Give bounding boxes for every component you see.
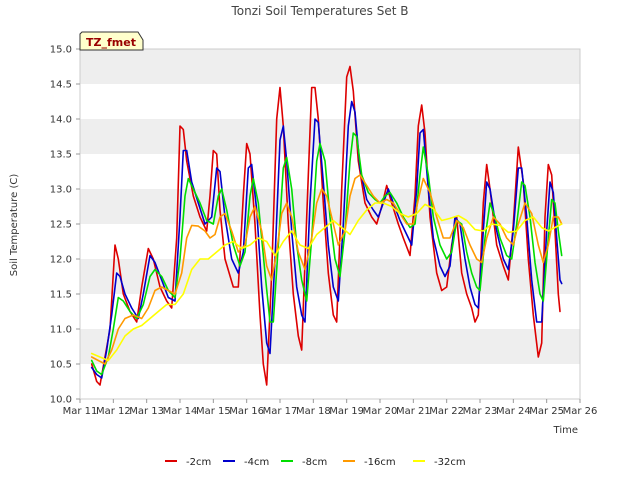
y-axis-label: Soil Temperature (C) xyxy=(9,174,20,277)
x-tick-label: Mar 16 xyxy=(229,406,264,417)
legend-label: -2cm xyxy=(186,457,211,468)
x-tick-label: Mar 12 xyxy=(96,406,131,417)
grid-band xyxy=(80,364,580,399)
x-tick-label: Mar 21 xyxy=(396,406,431,417)
series-line-4cm xyxy=(90,100,563,379)
annotation-badge-box xyxy=(79,31,144,51)
x-tick-label: Mar 13 xyxy=(129,406,164,417)
x-tick-label: Mar 26 xyxy=(563,406,598,417)
x-tick-label: Mar 11 xyxy=(63,406,98,417)
x-tick-label: Mar 15 xyxy=(196,406,231,417)
y-tick-label: 10.0 xyxy=(50,395,72,406)
grid-band xyxy=(80,84,580,119)
legend-label: -32cm xyxy=(434,457,466,468)
y-tick-label: 15.0 xyxy=(50,45,72,56)
grid-band xyxy=(80,329,580,364)
grid-band xyxy=(80,294,580,329)
series-line-2cm xyxy=(90,65,561,386)
y-tick-label: 14.5 xyxy=(50,80,72,91)
series-line-8cm xyxy=(90,132,563,376)
chart-title: Tonzi Soil Temperatures Set B xyxy=(231,4,409,18)
grid-band xyxy=(80,49,580,84)
y-tick-label: 10.5 xyxy=(50,360,72,371)
x-axis-label: Time xyxy=(553,425,578,436)
x-tick-label: Mar 22 xyxy=(429,406,464,417)
y-tick-label: 12.5 xyxy=(50,220,72,231)
y-axis: 10.0 10.5 11.0 11.5 12.0 12.5 13.0 13.5 14.0 14.5… xyxy=(50,45,80,406)
annotation-badge: TZ_fmet xyxy=(79,31,144,51)
x-tick-label: Mar 24 xyxy=(496,406,531,417)
grid-band xyxy=(80,154,580,189)
grid-band xyxy=(80,119,580,154)
y-tick-label: 12.0 xyxy=(50,255,72,266)
y-tick-label: 14.0 xyxy=(50,115,72,126)
x-tick-label: Mar 14 xyxy=(163,406,198,417)
y-tick-label: 13.5 xyxy=(50,150,72,161)
legend-label: -4cm xyxy=(244,457,269,468)
series-layer xyxy=(90,65,563,386)
x-tick-label: Mar 20 xyxy=(363,406,398,417)
series-line-16cm xyxy=(90,174,563,365)
x-tick-label: Mar 17 xyxy=(263,406,298,417)
legend: -2cm -4cm -8cm -16cm -32cm xyxy=(165,457,466,468)
legend-label: -16cm xyxy=(364,457,396,468)
legend-label: -8cm xyxy=(302,457,327,468)
series-line-32cm xyxy=(90,202,563,362)
y-tick-label: 11.5 xyxy=(50,290,72,301)
x-tick-label: Mar 19 xyxy=(329,406,364,417)
annotation-badge-text: TZ_fmet xyxy=(86,36,136,49)
x-tick-label: Mar 23 xyxy=(463,406,498,417)
y-tick-label: 13.0 xyxy=(50,185,72,196)
y-tick-label: 11.0 xyxy=(50,325,72,336)
x-tick-label: Mar 18 xyxy=(296,406,331,417)
x-tick-label: Mar 25 xyxy=(529,406,564,417)
